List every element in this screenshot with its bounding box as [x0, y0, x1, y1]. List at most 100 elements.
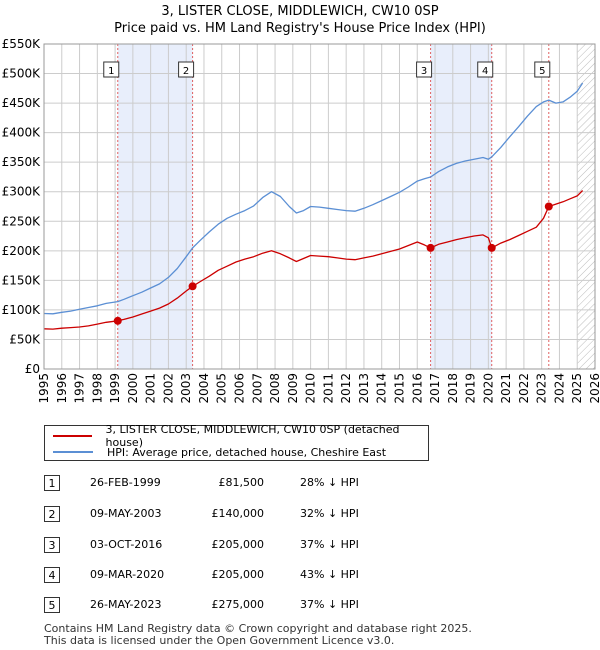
x-tick-label: 1995: [37, 373, 51, 404]
x-tick-label: 2006: [233, 373, 247, 404]
marker-label-text: 3: [421, 66, 427, 77]
transaction-marker-label: 2: [178, 61, 195, 78]
x-tick-label: 2001: [144, 373, 158, 404]
y-tick-label: £150K: [2, 273, 42, 287]
transaction-row: 5 26-MAY-2023 £275,000 37% ↓ HPI: [44, 597, 404, 617]
transaction-price: £205,000: [211, 538, 265, 551]
legend: 3, LISTER CLOSE, MIDDLEWICH, CW10 0SP (d…: [44, 423, 429, 461]
x-tick-label: 2013: [357, 373, 371, 404]
transaction-hpi-diff: 37% ↓ HPI: [300, 598, 359, 611]
x-tick-label: 2014: [375, 373, 389, 404]
x-tick-label: 2017: [428, 373, 442, 404]
x-tick-label: 2002: [161, 373, 175, 404]
legend-item-property: 3, LISTER CLOSE, MIDDLEWICH, CW10 0SP (d…: [53, 423, 428, 449]
transaction-number-badge: 4: [44, 567, 60, 583]
x-tick-label: 2011: [321, 373, 335, 404]
marker-label-text: 2: [183, 66, 189, 77]
x-tick-label: 2012: [339, 373, 353, 404]
legend-swatch-property: [53, 435, 92, 437]
y-tick-label: £100K: [2, 303, 42, 317]
x-tick-label: 2010: [304, 373, 318, 404]
transaction-marker-label: 1: [103, 61, 120, 78]
transaction-date: 26-FEB-1999: [90, 476, 161, 489]
chart-subtitle: Price paid vs. HM Land Registry's House …: [114, 21, 486, 36]
x-tick-label: 2005: [215, 373, 229, 404]
marker-label-text: 4: [482, 66, 488, 77]
transaction-marker-label: 5: [534, 61, 551, 78]
x-tick-label: 2000: [126, 373, 140, 404]
transaction-row: 3 03-OCT-2016 £205,000 37% ↓ HPI: [44, 537, 404, 557]
x-tick-label: 2025: [570, 373, 584, 404]
legend-label-property: 3, LISTER CLOSE, MIDDLEWICH, CW10 0SP (d…: [105, 423, 400, 449]
footer-licence: This data is licensed under the Open Gov…: [44, 634, 395, 647]
y-tick-label: £50K: [9, 332, 41, 346]
transaction-row: 1 26-FEB-1999 £81,500 28% ↓ HPI: [44, 475, 404, 495]
chart-title: 3, LISTER CLOSE, MIDDLEWICH, CW10 0SP: [161, 4, 439, 19]
x-tick-label: 2026: [588, 373, 600, 404]
transaction-date: 09-MAR-2020: [90, 568, 165, 581]
marker-label-text: 5: [539, 66, 545, 77]
transaction-number-badge: 1: [44, 475, 60, 491]
property-series-line: [43, 190, 584, 330]
y-tick-label: £250K: [2, 214, 42, 228]
transaction-price: £205,000: [211, 568, 265, 581]
marker-label-box: [178, 61, 195, 78]
y-tick-label: £450K: [2, 96, 42, 110]
x-tick-label: 2022: [517, 373, 531, 404]
legend-label-hpi: HPI: Average price, detached house, Ches…: [107, 445, 387, 459]
x-tick-label: 1999: [108, 373, 122, 404]
x-tick-label: 1996: [55, 373, 69, 404]
transaction-number-badge: 3: [44, 537, 60, 553]
transaction-date: 26-MAY-2023: [90, 598, 162, 611]
transaction-marker-label: 4: [477, 61, 494, 78]
x-tick-label: 1997: [73, 373, 87, 404]
x-tick-label: 2007: [250, 373, 264, 404]
transaction-hpi-diff: 32% ↓ HPI: [300, 507, 359, 520]
y-tick-label: £550K: [2, 37, 42, 51]
marker-label-box: [477, 61, 494, 78]
transaction-number-badge: 2: [44, 506, 60, 522]
transaction-price: £81,500: [218, 476, 265, 489]
transaction-row: 2 09-MAY-2003 £140,000 32% ↓ HPI: [44, 506, 404, 526]
x-tick-label: 2015: [392, 373, 406, 404]
x-tick-label: 2003: [179, 373, 193, 404]
footer-copyright: Contains HM Land Registry data © Crown c…: [44, 622, 472, 635]
transaction-hpi-diff: 37% ↓ HPI: [300, 538, 359, 551]
x-tick-label: 2004: [197, 373, 211, 404]
y-tick-label: £0: [25, 362, 40, 376]
x-tick-label: 2020: [481, 373, 495, 404]
sale-point: [113, 316, 122, 325]
marker-label-box: [103, 61, 120, 78]
hpi-series-line: [43, 82, 584, 315]
transaction-marker-label: 3: [416, 61, 433, 78]
x-tick-label: 2016: [410, 373, 424, 404]
y-tick-label: £300K: [2, 185, 42, 199]
y-tick-label: £500K: [2, 67, 42, 81]
x-tick-label: 2009: [286, 373, 300, 404]
x-tick-label: 2021: [499, 373, 513, 404]
transaction-date: 09-MAY-2003: [90, 507, 162, 520]
x-tick-label: 2024: [552, 373, 566, 404]
shaded-band: [117, 44, 193, 369]
legend-swatch-hpi: [53, 451, 93, 453]
marker-label-box: [416, 61, 433, 78]
marker-label-box: [534, 61, 551, 78]
shaded-band: [430, 44, 492, 369]
x-tick-label: 2008: [268, 373, 282, 404]
transaction-row: 4 09-MAR-2020 £205,000 43% ↓ HPI: [44, 567, 404, 587]
transaction-price: £140,000: [211, 507, 265, 520]
y-tick-label: £400K: [2, 126, 42, 140]
hatched-forecast-area: [577, 44, 595, 369]
sale-point: [188, 282, 197, 291]
plot-frame: [43, 43, 596, 370]
x-tick-label: 2023: [535, 373, 549, 404]
y-tick-label: £200K: [2, 244, 42, 258]
x-tick-label: 1998: [90, 373, 104, 404]
transaction-price: £275,000: [211, 598, 265, 611]
sale-point: [487, 243, 496, 252]
x-tick-label: 2019: [464, 373, 478, 404]
sale-point: [544, 202, 553, 211]
sale-point: [426, 243, 435, 252]
marker-label-text: 1: [108, 66, 114, 77]
